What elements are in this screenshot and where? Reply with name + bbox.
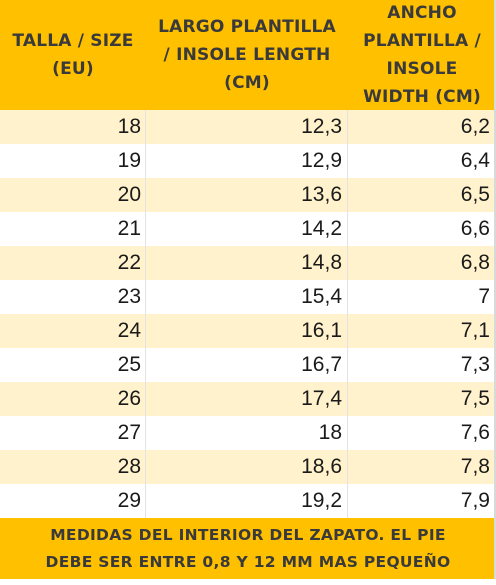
- insole-length-cell: 12,9: [146, 144, 348, 178]
- insole-width-cell: 6,4: [460, 149, 490, 172]
- right-edge-border: [494, 0, 496, 579]
- size-cell: 20: [0, 178, 146, 212]
- footer-line-1: MEDIDAS DEL INTERIOR DEL ZAPATO. EL PIE: [50, 525, 446, 544]
- table-row: 19 12,9 6,4: [0, 144, 496, 178]
- header-insole-length: LARGO PLANTILLA / INSOLE LENGTH (CM): [146, 0, 348, 110]
- size-cell: 24: [0, 314, 146, 348]
- table-row: 24 16,1 7,1: [0, 314, 496, 348]
- table-row: 21 14,2 6,6: [0, 212, 496, 246]
- table-row: 18 12,3 6,2: [0, 110, 496, 144]
- header-width-line: ANCHO: [387, 3, 457, 23]
- insole-width-cell: 7,1: [460, 319, 490, 342]
- header-size: TALLA / SIZE (EU): [0, 0, 146, 110]
- insole-length-cell: 18,6: [146, 450, 348, 484]
- table-row: 22 14,8 6,8: [0, 246, 496, 280]
- size-cell: 23: [0, 280, 146, 314]
- table-row: 27 18 7,6: [0, 416, 496, 450]
- table-row: 26 17,4 7,5: [0, 382, 496, 416]
- insole-length-cell: 15,4: [146, 280, 348, 314]
- size-cell: 25: [0, 348, 146, 382]
- insole-width-cell: 6,5: [460, 183, 490, 206]
- insole-width-cell: 7,8: [460, 455, 490, 478]
- table-row: 25 16,7 7,3: [0, 348, 496, 382]
- insole-length-cell: 16,7: [146, 348, 348, 382]
- insole-length-cell: 16,1: [146, 314, 348, 348]
- size-cell: 18: [0, 110, 146, 144]
- insole-width-cell: 7,5: [460, 387, 490, 410]
- header-size-line: (EU): [52, 59, 94, 79]
- header-length-line: LARGO PLANTILLA: [158, 17, 336, 37]
- insole-length-cell: 17,4: [146, 382, 348, 416]
- insole-length-cell: 12,3: [146, 110, 348, 144]
- table-row: 28 18,6 7,8: [0, 450, 496, 484]
- insole-length-cell: 18: [146, 416, 348, 450]
- insole-width-cell: 7,9: [460, 489, 490, 512]
- insole-width-cell: 6,6: [460, 217, 490, 240]
- insole-width-cell: 7,6: [460, 421, 490, 444]
- table-row: 29 19,2 7,9: [0, 484, 496, 518]
- header-width-line: WIDTH (CM): [363, 87, 481, 107]
- header-width-line: INSOLE: [386, 59, 458, 79]
- insole-length-cell: 13,6: [146, 178, 348, 212]
- table-footer-note: MEDIDAS DEL INTERIOR DEL ZAPATO. EL PIE …: [0, 518, 496, 579]
- header-length-line: / INSOLE LENGTH: [163, 45, 331, 65]
- insole-width-cell: 7,3: [460, 353, 490, 376]
- size-cell: 22: [0, 246, 146, 280]
- bottom-strip: [0, 579, 496, 585]
- insole-length-cell: 14,2: [146, 212, 348, 246]
- table-body: 18 12,3 6,2 19 12,9 6,4 20 13,6 6,5 21 14,2 6,6 22 14…: [0, 110, 496, 518]
- footer-line-2: DEBE SER ENTRE 0,8 Y 12 MM MAS PEQUEÑO: [45, 552, 451, 571]
- size-cell: 26: [0, 382, 146, 416]
- header-insole-width: ANCHO PLANTILLA / INSOLE WIDTH (CM): [348, 0, 496, 110]
- insole-length-cell: 14,8: [146, 246, 348, 280]
- insole-width-cell: 6,8: [460, 251, 490, 274]
- insole-length-cell: 19,2: [146, 484, 348, 518]
- header-width-line: PLANTILLA /: [363, 31, 481, 51]
- size-cell: 28: [0, 450, 146, 484]
- insole-width-cell: 6,2: [460, 115, 490, 138]
- header-size-line: TALLA / SIZE: [12, 31, 134, 51]
- table-header: TALLA / SIZE (EU) LARGO PLANTILLA / INSO…: [0, 0, 496, 110]
- size-cell: 29: [0, 484, 146, 518]
- size-cell: 21: [0, 212, 146, 246]
- size-cell: 19: [0, 144, 146, 178]
- size-cell: 27: [0, 416, 146, 450]
- table-row: 23 15,4 7: [0, 280, 496, 314]
- table-row: 20 13,6 6,5: [0, 178, 496, 212]
- header-length-line: (CM): [224, 73, 270, 93]
- insole-width-cell: 7: [478, 285, 490, 308]
